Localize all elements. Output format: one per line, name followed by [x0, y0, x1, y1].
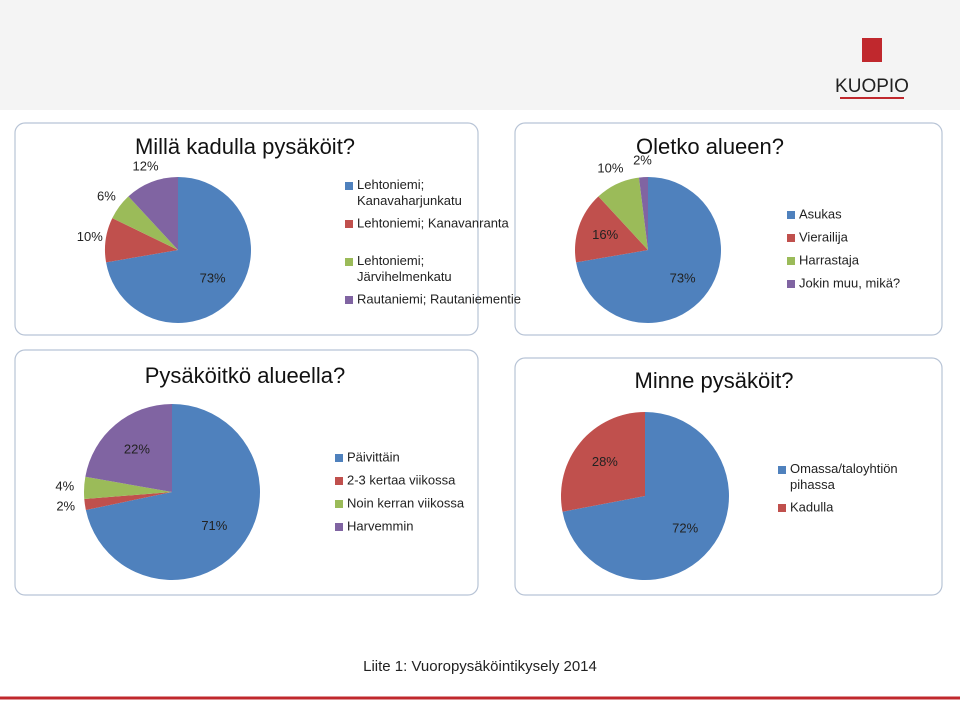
- pie-slice: [128, 177, 178, 250]
- legend-label: Lehtoniemi; Kanavaharjunkatu: [357, 177, 462, 208]
- legend-label: Noin kerran viikossa: [347, 495, 465, 510]
- data-label: 16%: [592, 227, 618, 242]
- pie-slice: [575, 196, 648, 263]
- data-label: 2%: [633, 153, 652, 168]
- legend-label: Rautaniemi; Rautaniementie: [357, 291, 521, 306]
- legend-swatch: [787, 257, 795, 265]
- chart-title: Millä kadulla pysäköit?: [135, 134, 355, 159]
- legend-swatch: [335, 454, 343, 462]
- pie-slice: [84, 492, 172, 511]
- footer: Liite 1: Vuoropysäköintikysely 2014: [363, 658, 597, 675]
- logo-crest: [862, 38, 882, 62]
- legend-swatch: [787, 211, 795, 219]
- logo: KUOPIO: [835, 76, 909, 97]
- pie-slice: [561, 411, 645, 512]
- legend-swatch: [335, 523, 343, 531]
- data-label: 28%: [592, 454, 618, 469]
- legend-label: Jokin muu, mikä?: [799, 275, 900, 290]
- pie-slice: [638, 177, 648, 250]
- legend-label: Kadulla: [790, 499, 834, 514]
- chart-title: Minne pysäköit?: [635, 368, 794, 393]
- pie-slice: [112, 196, 178, 250]
- legend-swatch: [335, 477, 343, 485]
- data-label: 72%: [672, 521, 698, 536]
- pie-slice: [576, 177, 722, 324]
- pie-slice: [106, 177, 252, 324]
- data-label: 22%: [124, 442, 150, 457]
- legend-swatch: [345, 220, 353, 228]
- data-label: 6%: [97, 188, 116, 203]
- legend-label: Lehtoniemi; Järvihelmenkatu: [357, 253, 452, 284]
- data-label: 73%: [670, 271, 696, 286]
- data-label: 2%: [56, 499, 75, 514]
- legend-label: Asukas: [799, 206, 842, 221]
- legend-swatch: [787, 280, 795, 288]
- legend-swatch: [345, 182, 353, 190]
- chart-title: Pysäköitkö alueella?: [145, 363, 346, 388]
- legend-swatch: [778, 466, 786, 474]
- legend-label: Päivittäin: [347, 449, 400, 464]
- legend-label: Lehtoniemi; Kanavanranta: [357, 215, 510, 230]
- pie-slice: [105, 218, 178, 263]
- legend-label: Vierailija: [799, 229, 849, 244]
- data-label: 12%: [133, 159, 159, 174]
- legend-label: Harvemmin: [347, 518, 413, 533]
- legend-label: Harrastaja: [799, 252, 860, 267]
- data-label: 4%: [55, 478, 74, 493]
- legend-swatch: [787, 234, 795, 242]
- pie-slice: [85, 404, 260, 580]
- data-label: 10%: [77, 229, 103, 244]
- data-label: 10%: [597, 161, 623, 176]
- legend-swatch: [345, 258, 353, 266]
- pie-slice: [598, 177, 648, 250]
- legend-label: 2-3 kertaa viikossa: [347, 472, 456, 487]
- chart-title: Oletko alueen?: [636, 134, 784, 159]
- legend-swatch: [778, 504, 786, 512]
- pie-slice: [562, 412, 730, 580]
- legend-swatch: [345, 296, 353, 304]
- data-label: 71%: [201, 518, 227, 533]
- pie-slice: [84, 476, 172, 499]
- legend-label: Omassa/taloyhtiön pihassa: [790, 461, 898, 492]
- legend-swatch: [335, 500, 343, 508]
- pie-slice: [85, 404, 172, 492]
- data-label: 73%: [200, 271, 226, 286]
- header-background: [0, 0, 960, 110]
